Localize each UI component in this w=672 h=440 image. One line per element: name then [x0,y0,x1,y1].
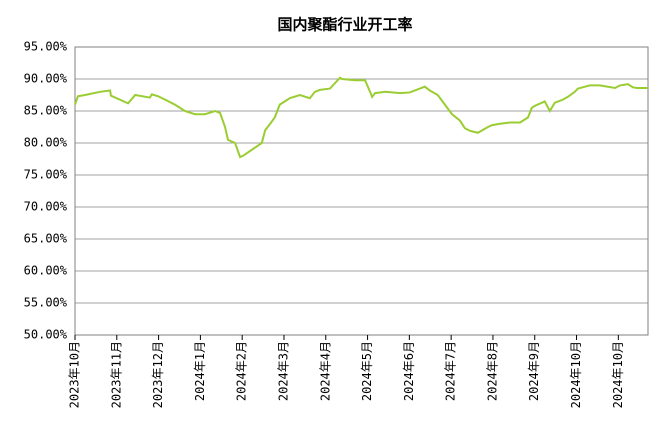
x-tick-label: 2023年10月 [68,341,82,408]
y-tick-label: 95.00% [24,40,68,54]
chart-title: 国内聚酯行业开工率 [277,16,412,34]
x-tick-label: 2024年3月 [276,341,290,401]
y-tick-label: 90.00% [24,72,68,86]
y-tick-label: 55.00% [24,296,68,310]
plot-border [74,46,649,336]
x-tick-label: 2024年4月 [318,341,332,401]
y-tick-label: 50.00% [24,328,68,342]
x-tick-label: 2024年6月 [402,341,416,401]
y-tick-label: 75.00% [24,168,68,182]
data-line [74,76,648,159]
y-tick-label: 60.00% [24,264,68,278]
x-tick-label: 2023年12月 [151,341,165,408]
x-tick-label: 2024年2月 [235,341,249,401]
x-tick-label: 2024年10月 [569,341,583,408]
x-tick-label: 2024年8月 [485,341,499,401]
x-tick-label: 2024年5月 [360,341,374,401]
x-tick-label: 2024年9月 [527,341,541,401]
y-tick-label: 80.00% [24,136,68,150]
x-tick-label: 2024年7月 [444,341,458,401]
x-tick-label: 2024年1月 [193,341,207,401]
y-tick-label: 65.00% [24,232,68,246]
x-tick-label: 2024年10月 [611,341,625,408]
x-tick-label: 2023年11月 [109,341,123,408]
y-tick-label: 70.00% [24,200,68,214]
y-tick-label: 85.00% [24,104,68,118]
